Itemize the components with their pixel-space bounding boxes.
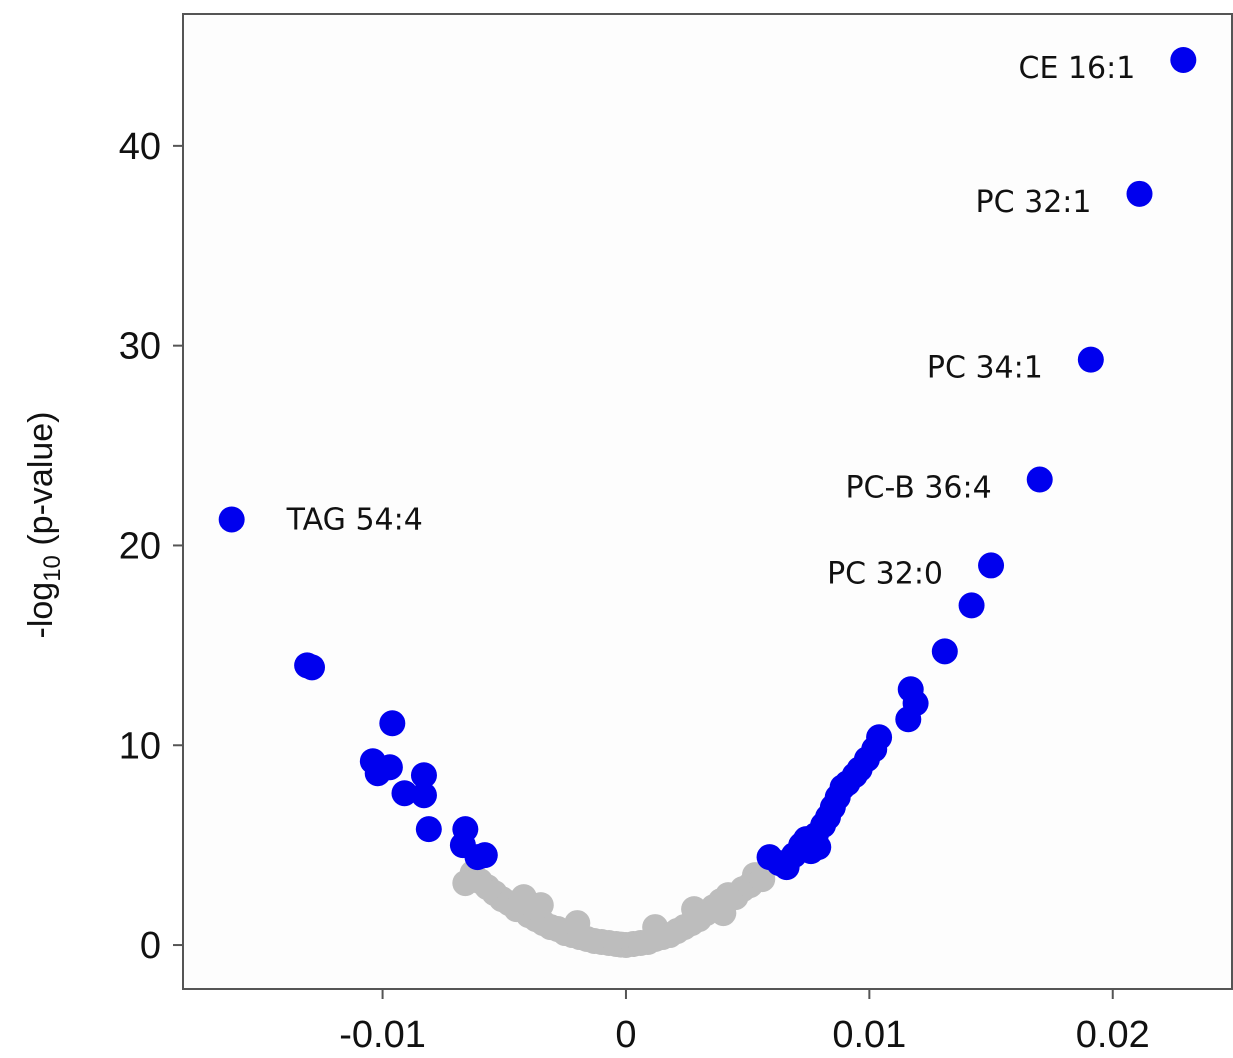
data-point [527, 892, 554, 919]
data-point [1126, 180, 1153, 207]
point-labels: TAG 54:4 PC 32:0 PC-B 36:4 PC 34:1 PC 32:1 CE… [286, 51, 1136, 591]
data-point [1026, 466, 1053, 493]
y-tick-label: 30 [119, 326, 161, 368]
data-points [218, 46, 1197, 959]
data-point [897, 676, 924, 703]
plot-border [182, 13, 1233, 990]
data-point [931, 638, 958, 665]
x-tick-label: 0.01 [832, 1014, 906, 1053]
data-point [415, 816, 442, 843]
y-axis-title-subscript: 10 [39, 555, 66, 582]
data-point [391, 780, 418, 807]
data-point [978, 552, 1005, 579]
data-point [376, 754, 403, 781]
y-tick-label: 10 [119, 725, 161, 767]
data-point [218, 506, 245, 533]
y-axis-title-main: -log [22, 582, 60, 639]
data-point [710, 900, 737, 927]
data-point [805, 834, 832, 861]
data-point [471, 842, 498, 869]
data-point [564, 910, 591, 937]
y-tick-label: 20 [119, 525, 161, 567]
data-point [866, 724, 893, 751]
y-tick-label: 0 [140, 925, 161, 967]
x-tick-label: 0 [615, 1014, 636, 1053]
x-axis-ticks: -0.01 0 0.01 0.02 [339, 989, 1150, 1056]
y-tick-label: 40 [119, 126, 161, 168]
point-label: PC-B 36:4 [845, 471, 991, 506]
y-axis-title-tail: (p-value) [22, 411, 60, 555]
point-label: PC 32:1 [976, 185, 1092, 220]
y-axis-title: -log10 (p-value) [22, 411, 66, 638]
point-label: CE 16:1 [1019, 51, 1136, 86]
data-point [958, 592, 985, 619]
point-label: PC 32:0 [827, 556, 943, 591]
data-point [1077, 346, 1104, 373]
point-label: TAG 54:4 [286, 502, 423, 537]
data-point [410, 762, 437, 789]
data-point [452, 870, 479, 897]
data-point [298, 654, 325, 681]
x-tick-label: 0.02 [1076, 1014, 1150, 1053]
y-axis-ticks: 0 10 20 30 40 [119, 126, 183, 967]
data-point [681, 896, 708, 923]
data-point [1170, 46, 1197, 73]
data-point [749, 866, 776, 893]
data-point [410, 782, 437, 809]
plot-background [183, 14, 1232, 989]
point-label: PC 34:1 [927, 351, 1043, 386]
x-tick-label: -0.01 [339, 1014, 426, 1053]
data-point [379, 710, 406, 737]
